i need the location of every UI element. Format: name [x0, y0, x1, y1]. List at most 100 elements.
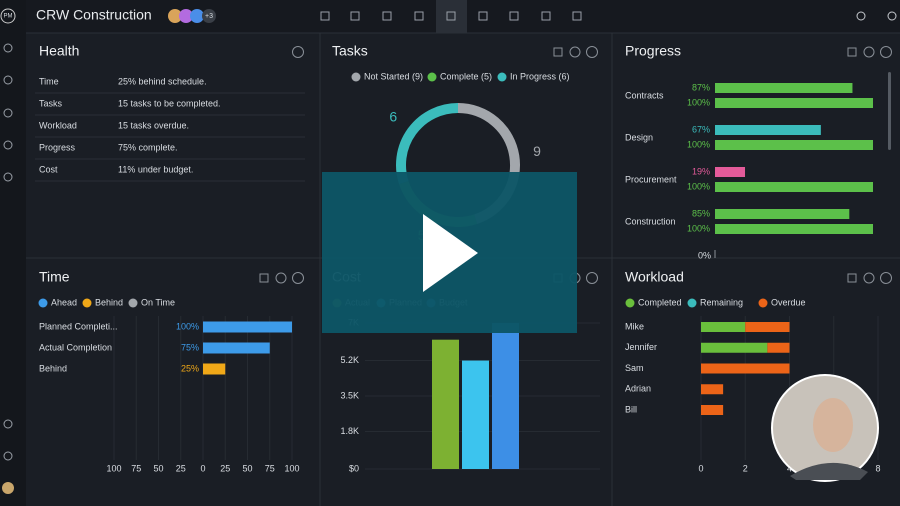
- settings-icon[interactable]: [863, 272, 875, 284]
- x-tick-label: 50: [242, 463, 252, 473]
- legend-marker: [38, 298, 48, 308]
- active-tab[interactable]: [436, 0, 467, 33]
- expand-icon[interactable]: [847, 47, 857, 57]
- workload-bar: [701, 363, 790, 374]
- legend-label: Not Started (9): [364, 71, 423, 81]
- category-label: Procurement: [625, 174, 677, 184]
- workload-bar: [767, 342, 790, 353]
- avatar[interactable]: [168, 9, 182, 23]
- avatar[interactable]: [190, 9, 204, 23]
- legend-label: Ahead: [51, 297, 77, 307]
- cost-bar: [432, 339, 459, 469]
- settings-icon[interactable]: [863, 46, 875, 58]
- health-label: Workload: [39, 120, 77, 130]
- sidebar-icon[interactable]: [3, 43, 13, 53]
- avatar[interactable]: [179, 9, 193, 23]
- scrollbar[interactable]: [888, 72, 891, 150]
- value-label: 87%: [692, 82, 710, 92]
- toolbar-icon[interactable]: [350, 11, 360, 21]
- sidebar-icon[interactable]: [3, 172, 13, 182]
- value-label: 25%: [181, 363, 199, 373]
- progress-bar: [715, 140, 873, 150]
- user-avatar[interactable]: [2, 482, 14, 494]
- category-label: Planned Completi...: [39, 321, 118, 331]
- toolbar-icon[interactable]: [541, 11, 551, 21]
- toolbar-icon[interactable]: [887, 11, 897, 21]
- help-icon[interactable]: [880, 272, 892, 284]
- expand-icon[interactable]: [847, 273, 857, 283]
- help-icon[interactable]: [292, 46, 304, 58]
- settings-icon[interactable]: [569, 46, 581, 58]
- help-icon[interactable]: [880, 46, 892, 58]
- category-label: Contracts: [625, 90, 664, 100]
- progress-bar: [715, 167, 746, 177]
- legend-label: Remaining: [700, 297, 743, 307]
- toolbar-icon[interactable]: [478, 11, 488, 21]
- category-label: Adrian: [625, 384, 651, 394]
- sidebar-icon[interactable]: [3, 419, 13, 429]
- toolbar-icon[interactable]: [572, 11, 582, 21]
- webcam-face: [813, 398, 853, 452]
- value-label: 100%: [687, 139, 710, 149]
- category-label: Construction: [625, 216, 676, 226]
- progress-bar: [715, 182, 873, 192]
- donut-label: 6: [389, 109, 397, 125]
- legend-label: Complete (5): [440, 71, 492, 81]
- legend-label: Overdue: [771, 297, 806, 307]
- avatar-more[interactable]: [202, 9, 216, 23]
- x-tick-label: 0: [200, 463, 205, 473]
- help-icon[interactable]: [586, 46, 598, 58]
- y-tick-label: 1.8K: [340, 426, 359, 436]
- progress-bar: [715, 98, 873, 108]
- toolbar-icon[interactable]: [446, 11, 456, 21]
- webcam-body: [790, 462, 868, 480]
- panel-title: Time: [39, 269, 70, 285]
- legend-marker: [351, 72, 361, 82]
- x-tick-label: 0: [698, 463, 703, 473]
- sidebar-icon[interactable]: [3, 140, 13, 150]
- toolbar-icon[interactable]: [856, 11, 866, 21]
- donut-label: 9: [533, 143, 541, 159]
- help-icon[interactable]: [586, 272, 598, 284]
- legend-label: In Progress (6): [510, 71, 570, 81]
- workload-bar: [701, 384, 724, 395]
- value-label: 85%: [692, 208, 710, 218]
- legend-label: Behind: [95, 297, 123, 307]
- sidebar-icon[interactable]: [3, 108, 13, 118]
- expand-icon[interactable]: [553, 47, 563, 57]
- legend-marker: [687, 298, 697, 308]
- progress-bar: [715, 83, 853, 93]
- workload-bar: [701, 342, 768, 353]
- health-value: 15 tasks to be completed.: [118, 98, 221, 108]
- legend-label: On Time: [141, 297, 175, 307]
- panel-title: Progress: [625, 43, 681, 59]
- toolbar-icon[interactable]: [509, 11, 519, 21]
- legend-label: Completed: [638, 297, 682, 307]
- category-label: Sam: [625, 363, 644, 373]
- play-button[interactable]: [423, 214, 478, 292]
- toolbar-icon[interactable]: [414, 11, 424, 21]
- legend-marker: [497, 72, 507, 82]
- sidebar-icon[interactable]: [3, 75, 13, 85]
- y-tick-label: 5.2K: [340, 355, 359, 365]
- x-tick-label: 100: [106, 463, 121, 473]
- toolbar-icon[interactable]: [382, 11, 392, 21]
- toolbar-icon[interactable]: [320, 11, 330, 21]
- x-tick-label: 2: [743, 463, 748, 473]
- value-label: 75%: [181, 342, 199, 352]
- expand-icon[interactable]: [259, 273, 269, 283]
- legend-marker: [625, 298, 635, 308]
- value-label: 100%: [687, 181, 710, 191]
- workload-bar: [745, 322, 790, 332]
- sidebar-icon[interactable]: [3, 451, 13, 461]
- logo-text: PM: [4, 14, 13, 20]
- health-label: Progress: [39, 142, 76, 152]
- logo[interactable]: [0, 8, 16, 24]
- help-icon[interactable]: [292, 272, 304, 284]
- settings-icon[interactable]: [275, 272, 287, 284]
- health-label: Time: [39, 76, 59, 86]
- project-title: CRW Construction: [36, 7, 152, 23]
- legend-marker: [82, 298, 92, 308]
- legend-marker: [758, 298, 768, 308]
